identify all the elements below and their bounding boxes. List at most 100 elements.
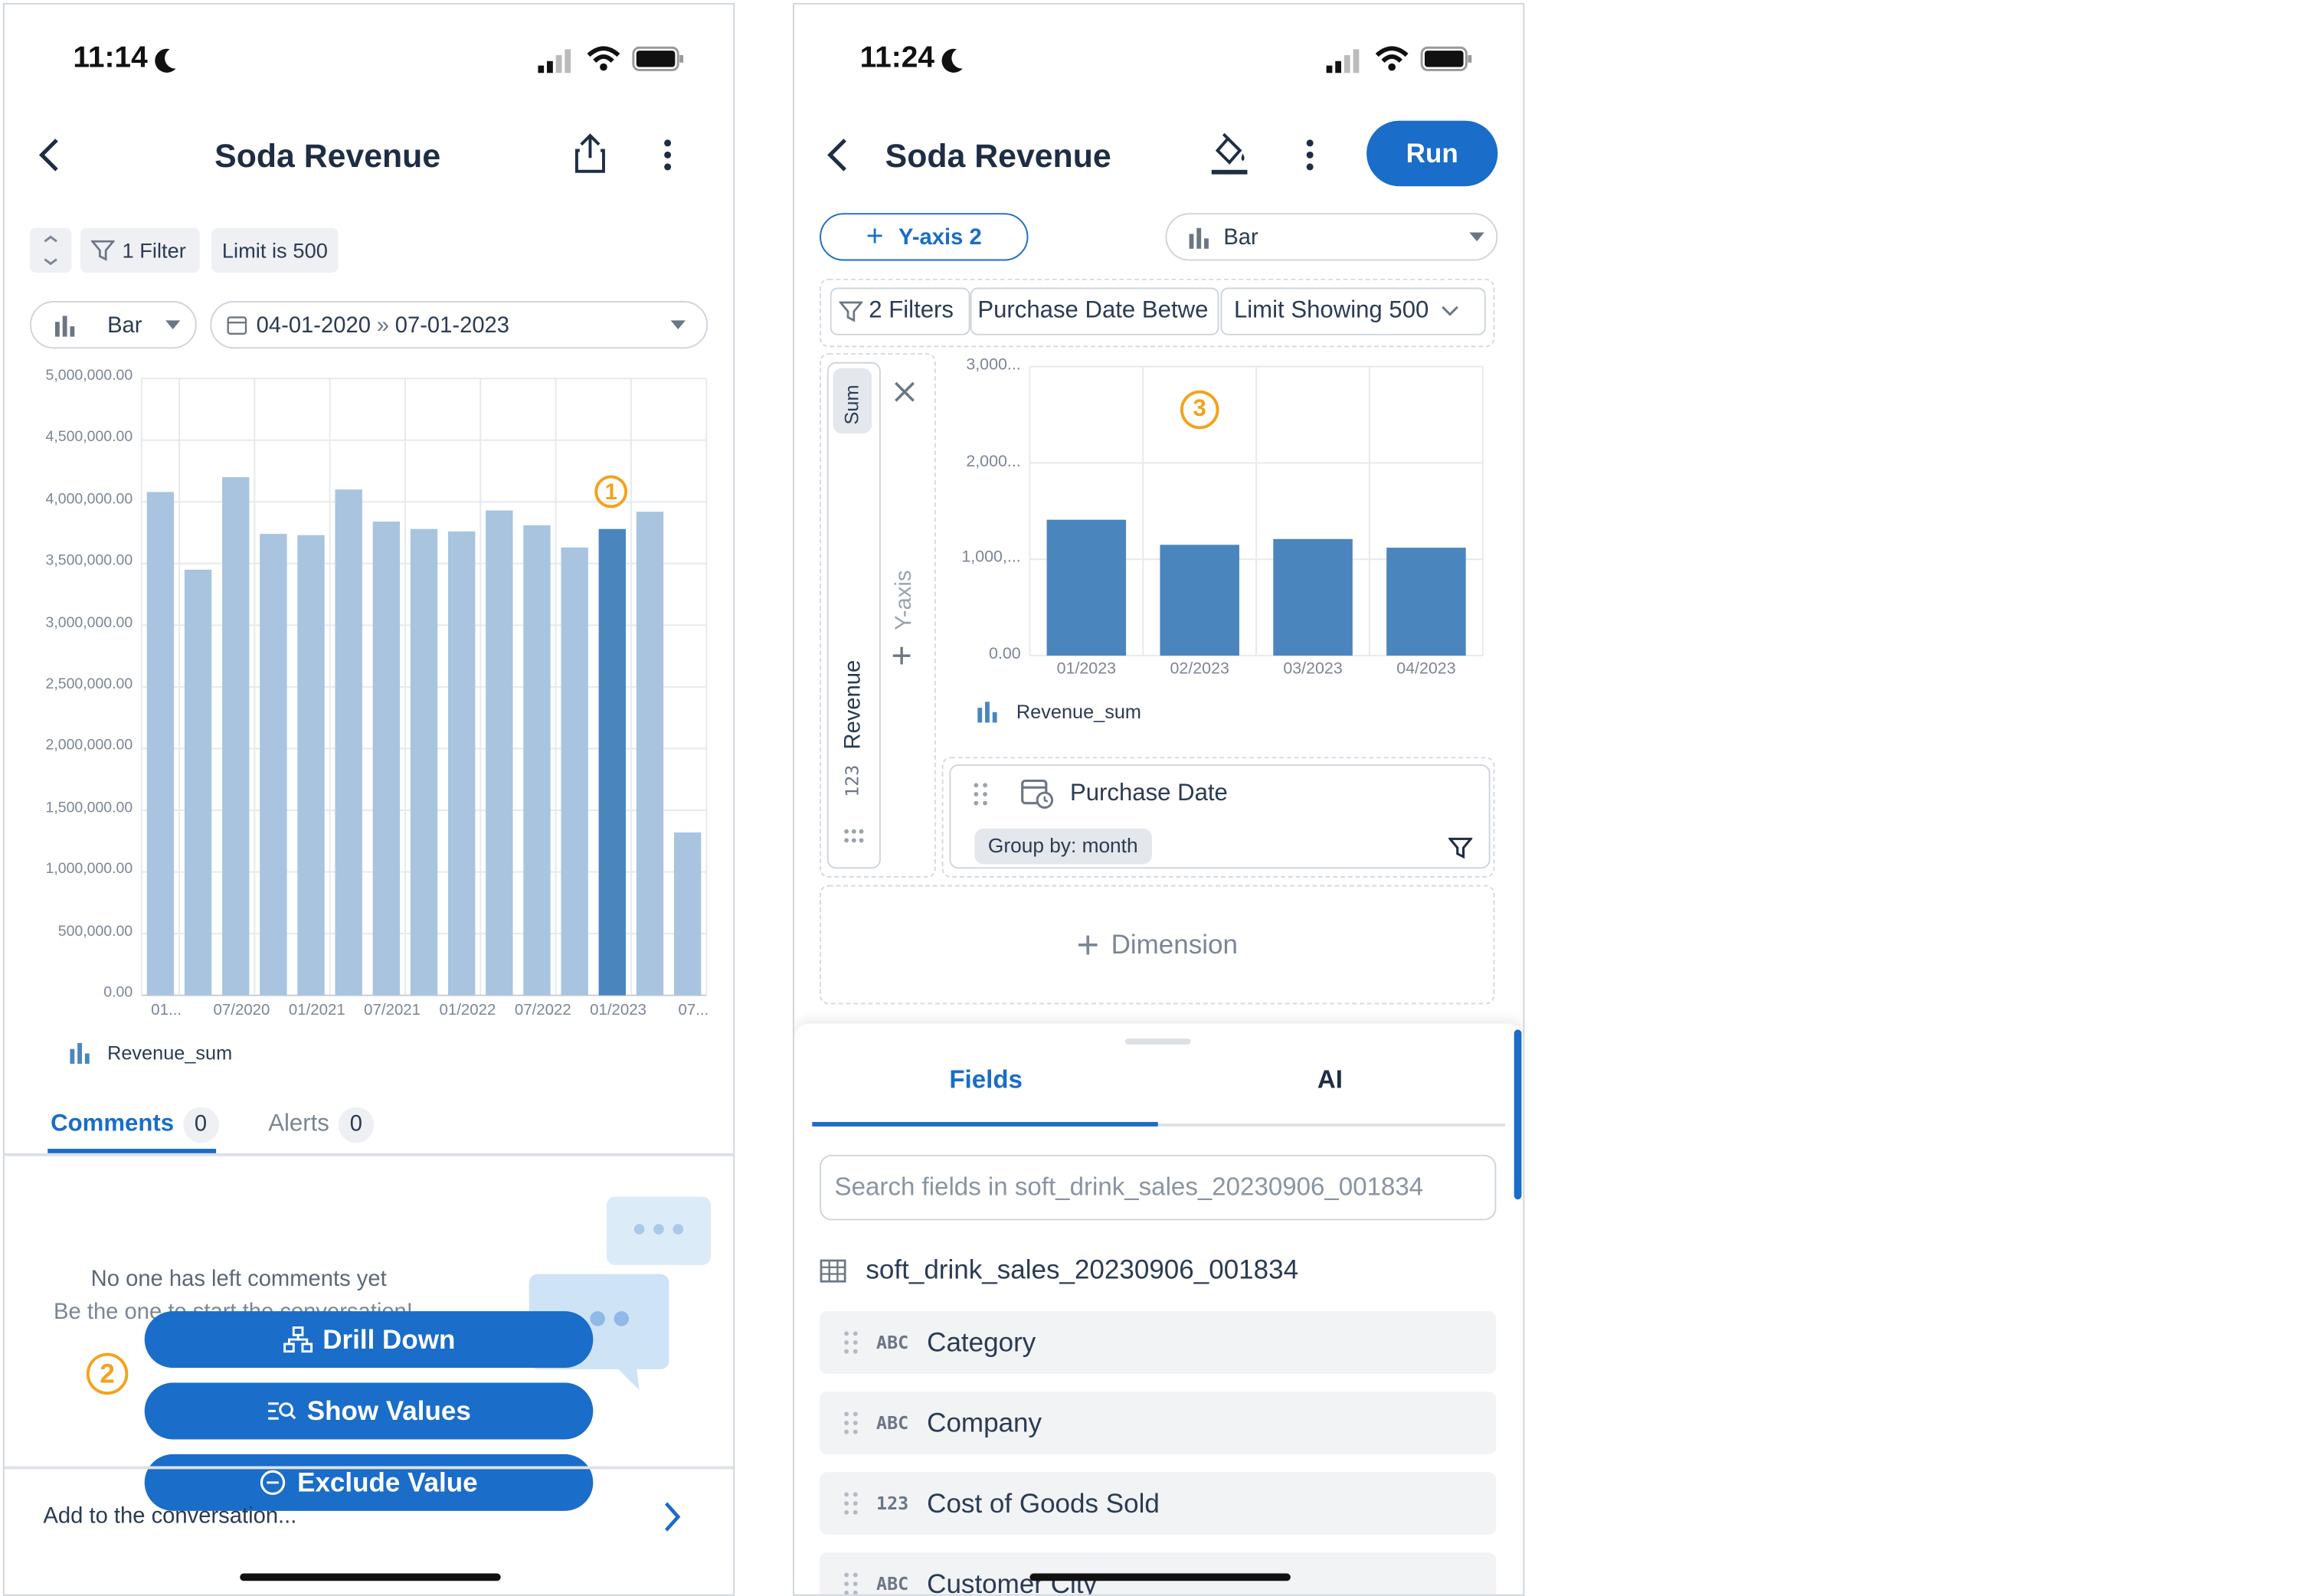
tab-comments[interactable]: Comments 0 — [51, 1107, 219, 1143]
legend-bar-icon — [977, 702, 997, 723]
page-title: Soda Revenue — [214, 136, 441, 175]
tab-fields[interactable]: Fields — [949, 1065, 1023, 1094]
dimension-name: Purchase Date — [1069, 780, 1228, 806]
send-chevron-icon[interactable] — [662, 1499, 682, 1535]
filter-desc-chip[interactable]: Purchase Date Betwe — [970, 287, 1219, 335]
measure-type: 123 — [842, 764, 863, 797]
search-fields-input[interactable] — [820, 1154, 1497, 1221]
limit-chip[interactable]: Limit is 500 — [211, 227, 339, 273]
bar[interactable] — [222, 477, 250, 996]
back-arrow-icon[interactable] — [826, 136, 849, 175]
sheet-grabber[interactable] — [1124, 1038, 1191, 1045]
y-tick-label: 4,000,000.00 — [45, 491, 133, 509]
filter-icon[interactable] — [1448, 836, 1473, 859]
filters-dropzone — [820, 278, 1495, 348]
chart-type-label: Bar — [107, 312, 142, 338]
legend-bar-icon — [70, 1042, 90, 1065]
chart-legend-label: Revenue_sum — [107, 1041, 233, 1065]
bar[interactable] — [260, 534, 287, 996]
bar[interactable] — [410, 528, 438, 996]
field-row-cost-of-goods-sold[interactable]: 123 Cost of Goods Sold — [820, 1472, 1497, 1535]
tab-alerts[interactable]: Alerts 0 — [268, 1107, 375, 1143]
limit-prefix: Limit is — [221, 238, 287, 263]
drag-handle-icon[interactable] — [843, 829, 864, 843]
exclude-value-button[interactable]: Exclude Value — [144, 1454, 594, 1511]
drag-handle-icon[interactable] — [973, 782, 987, 806]
filters-chip[interactable]: 2 Filters — [830, 287, 970, 335]
paint-bucket-icon[interactable] — [1210, 132, 1249, 177]
bar[interactable] — [1046, 519, 1127, 656]
field-type-badge: ABC — [876, 1573, 909, 1594]
close-icon[interactable] — [892, 380, 916, 404]
filters-chip-label: 2 Filters — [869, 298, 954, 324]
revenue-bar-chart[interactable] — [794, 5, 1523, 750]
scrollbar-thumb[interactable] — [1514, 1029, 1522, 1200]
date-start: 04-01-2020 — [256, 312, 371, 338]
bar[interactable] — [636, 512, 664, 996]
add-dimension-dropzone[interactable]: + Dimension — [820, 885, 1495, 1005]
page-title: Soda Revenue — [885, 136, 1111, 175]
annotation-marker-3: 3 — [1180, 390, 1219, 430]
x-tick-label: 01/2022 — [439, 1001, 496, 1019]
more-vertical-icon[interactable] — [662, 139, 674, 172]
limit-chip[interactable]: Limit Showing 500 — [1220, 287, 1486, 335]
bar[interactable] — [523, 525, 551, 996]
measure-card[interactable] — [826, 361, 881, 869]
filter-chip-label: 1 Filter — [122, 238, 186, 263]
chart-type-select[interactable]: Bar — [29, 301, 197, 349]
y-tick-label: 1,000,000.00 — [45, 861, 133, 878]
more-vertical-icon[interactable] — [1304, 139, 1316, 172]
bar[interactable] — [372, 522, 401, 996]
y-tick-label: 3,000... — [966, 355, 1021, 374]
bar[interactable] — [1386, 548, 1466, 656]
alerts-count: 0 — [338, 1107, 375, 1143]
bar-chart-icon — [1189, 227, 1209, 249]
bar-chart-icon — [54, 316, 75, 337]
show-values-label: Show Values — [306, 1395, 471, 1425]
y-tick-label: 0.00 — [989, 645, 1021, 663]
add-y-axis-button[interactable]: + Y-axis 2 — [820, 213, 1029, 261]
comment-input[interactable]: Add to the conversation... — [43, 1503, 297, 1529]
group-by-chip[interactable]: Group by: month — [974, 828, 1152, 865]
bar[interactable] — [1160, 545, 1239, 656]
bar[interactable] — [335, 489, 362, 996]
tab-ai[interactable]: AI — [1317, 1065, 1343, 1094]
run-button[interactable]: Run — [1366, 120, 1498, 187]
drill-down-label: Drill Down — [322, 1323, 456, 1354]
calendar-icon — [227, 316, 247, 335]
bar[interactable] — [561, 547, 588, 996]
range-arrow-icon: » — [376, 312, 389, 338]
bar[interactable] — [598, 528, 627, 996]
x-tick-label: 01/2023 — [1056, 659, 1117, 679]
drag-handle-icon — [844, 1411, 858, 1434]
filter-icon — [90, 240, 115, 261]
show-values-button[interactable]: Show Values — [144, 1382, 594, 1440]
bar[interactable] — [486, 510, 513, 996]
revenue-bar-chart[interactable] — [5, 5, 733, 1048]
chart-type-select[interactable]: Bar — [1165, 213, 1498, 261]
battery-icon — [632, 46, 684, 71]
drill-down-button[interactable]: Drill Down — [144, 1311, 594, 1369]
field-row-category[interactable]: ABC Category — [820, 1311, 1497, 1374]
bar[interactable] — [146, 492, 175, 996]
collapse-toggle[interactable] — [29, 227, 72, 273]
bar[interactable] — [673, 832, 702, 996]
bar[interactable] — [1273, 538, 1353, 656]
empty-state-title: No one has left comments yet — [90, 1266, 387, 1292]
hierarchy-icon — [283, 1326, 313, 1353]
battery-icon — [1420, 46, 1472, 71]
add-measure-plus-icon[interactable]: + — [891, 636, 912, 677]
home-indicator — [240, 1573, 501, 1581]
y-tick-label: 2,000... — [966, 452, 1021, 471]
x-axis-dropzone — [941, 757, 1495, 878]
date-range-select[interactable]: 04-01-2020 » 07-01-2023 — [210, 301, 709, 349]
bar[interactable] — [447, 531, 476, 996]
dimension-card[interactable] — [949, 764, 1491, 869]
back-arrow-icon[interactable] — [38, 136, 61, 175]
bar[interactable] — [184, 569, 212, 996]
bar[interactable] — [297, 535, 325, 996]
share-icon[interactable] — [574, 132, 607, 174]
aggregation-chip[interactable] — [833, 368, 872, 434]
filter-chip[interactable]: 1 Filter — [80, 227, 200, 273]
field-row-company[interactable]: ABC Company — [820, 1392, 1497, 1454]
